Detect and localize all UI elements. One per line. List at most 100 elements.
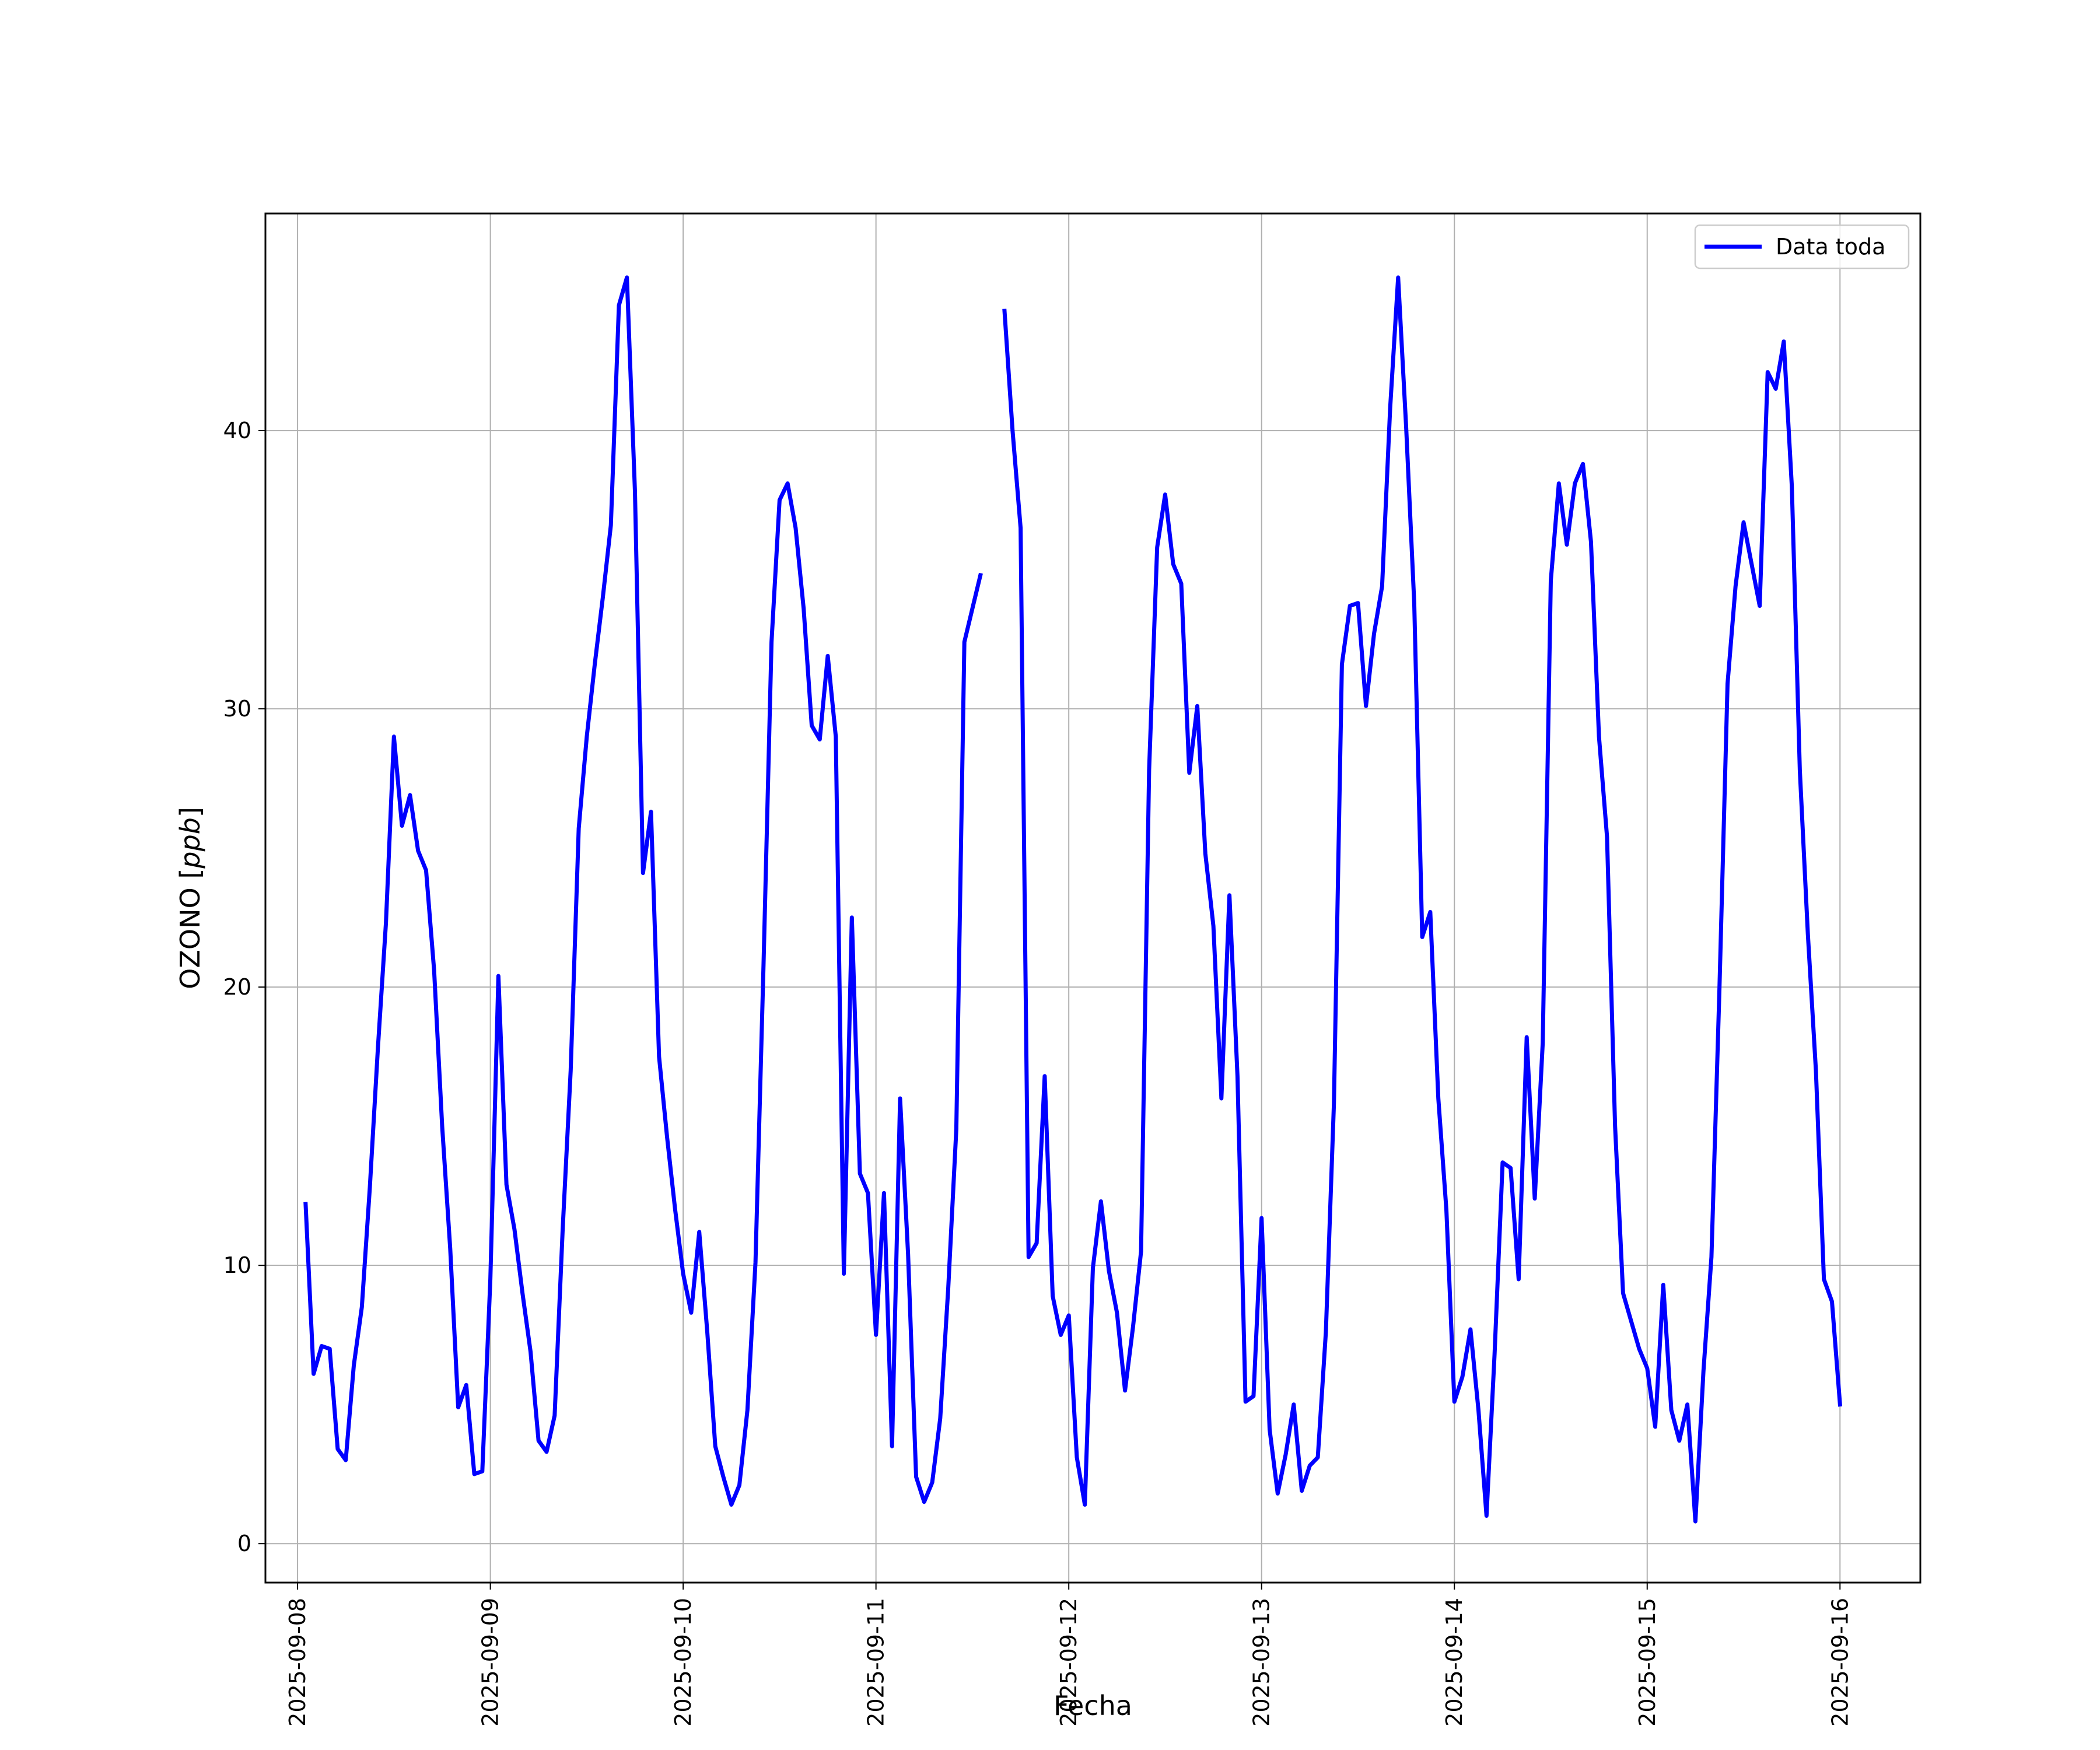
data-point [1703,1370,1704,1372]
y-tick-label: 30 [223,696,251,722]
data-point [1317,1457,1319,1458]
data-point [433,970,435,971]
data-point [1301,1490,1303,1492]
data-point [473,1473,475,1475]
data-point [1188,772,1191,774]
data-point [1076,1457,1078,1458]
data-point [1437,1097,1439,1100]
data-point [1020,527,1021,529]
data-point [762,964,765,966]
data-point [1381,586,1383,587]
data-point [466,1384,467,1386]
y-tick-label: 10 [223,1252,251,1278]
data-point [1759,605,1760,607]
data-point [369,1186,371,1188]
data-point [1389,407,1391,410]
data-point [803,608,804,610]
x-tick-label: 2025-09-09 [478,1598,503,1727]
data-point [956,1128,957,1130]
data-point [1156,547,1158,548]
data-point [1662,1284,1664,1286]
data-point [1044,1075,1046,1077]
data-point [1550,580,1552,582]
data-point [345,1459,346,1461]
data-series [303,275,1843,1524]
plot-area-frame [264,212,1922,1584]
data-point [1799,769,1801,771]
data-point [1493,1353,1496,1355]
data-point [1598,736,1600,738]
data-point [1590,541,1592,543]
data-point [554,1415,555,1416]
data-point [835,736,837,738]
data-point [867,1192,869,1194]
data-point [771,641,772,643]
data-point [1116,1312,1118,1314]
data-point [1373,633,1375,635]
data-point [321,1345,323,1347]
data-point [1413,602,1415,604]
data-point [1678,1440,1680,1441]
data-point [1695,1520,1696,1522]
data-point [642,872,644,874]
legend: Data toda [1694,224,1910,270]
x-axis-label: Fecha [1054,1690,1132,1721]
data-point [1357,602,1359,604]
data-point [441,1125,443,1127]
x-tick-label: 2025-09-12 [1056,1598,1082,1727]
y-tick-label: 0 [237,1531,251,1556]
data-point [578,828,580,830]
data-point [811,724,813,726]
data-point [498,975,499,977]
data-point [1196,705,1198,707]
data-point [1446,1209,1447,1210]
data-point [1277,1493,1279,1494]
data-point [1365,705,1367,707]
data-point [353,1364,355,1367]
data-point [851,916,853,919]
data-point [1220,1097,1222,1100]
data-point [1807,933,1809,935]
data-point [1622,1292,1624,1294]
data-point [1237,1075,1238,1077]
data-point [602,597,604,598]
data-point [964,641,965,643]
x-tick-label: 2025-09-08 [285,1598,310,1727]
data-point [1349,605,1351,607]
data-point [337,1448,339,1450]
data-point [545,1451,548,1452]
data-point [1100,1200,1102,1202]
data-point [706,1331,708,1333]
data-point [1486,1515,1488,1517]
x-tick-label: 2025-09-11 [863,1598,889,1727]
data-point [1180,583,1182,584]
data-point [907,1253,909,1255]
data-point [899,1097,901,1100]
y-axis-label: OZONO [ppb] [174,807,206,989]
data-point [481,1471,483,1472]
data-point [690,1312,692,1314]
data-point [1518,1278,1520,1280]
data-point [1630,1320,1632,1322]
data-point [1092,1267,1094,1269]
data-point [1068,1314,1070,1317]
x-tick-label: 2025-09-10 [670,1598,696,1727]
data-point [1614,1125,1616,1127]
data-point [1526,1036,1528,1038]
data-point [1228,894,1230,896]
data-point [1012,429,1014,432]
data-point [618,304,620,306]
data-point [859,1172,861,1175]
data-point [393,736,395,738]
data-point [313,1373,314,1375]
data-point [506,1184,508,1186]
data-point [682,1273,684,1275]
data-point [891,1446,893,1447]
data-point [1815,1070,1817,1072]
data-point [883,1192,885,1194]
data-point [1325,1331,1327,1333]
data-point [947,1287,949,1289]
data-point [1461,1376,1464,1378]
x-tick-label: 2025-09-15 [1634,1598,1660,1727]
